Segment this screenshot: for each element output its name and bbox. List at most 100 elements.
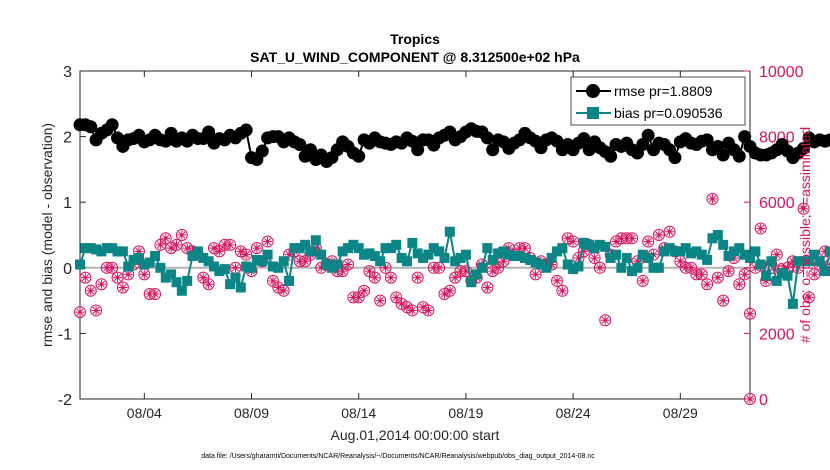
obs-assimilated-marker (504, 243, 514, 253)
rmse-point (823, 133, 830, 147)
obs-assimilated-marker (563, 233, 573, 243)
bias-point (541, 262, 552, 273)
bias-point (562, 259, 573, 270)
bias-point (600, 241, 611, 252)
chart-subtitle: SAT_U_WIND_COMPONENT @ 8.312500e+02 hPa (250, 49, 580, 65)
obs-assimilated-marker (177, 230, 187, 240)
obs-assimilated-marker (391, 292, 401, 302)
y-axis-label-right: # of obs: o=possible; *=assimilated (797, 127, 813, 343)
obs-possible-marker (224, 238, 237, 251)
obs-possible-marker (802, 291, 815, 304)
obs-possible-marker (744, 307, 756, 320)
obs-point (111, 271, 124, 284)
bias-point (289, 243, 300, 254)
obs-point (422, 304, 435, 317)
bias-point (691, 246, 702, 257)
x-tick-label: 08/29 (663, 405, 698, 421)
right-tick-label: 10000 (759, 64, 804, 81)
obs-assimilated-marker (665, 227, 675, 237)
bias-point (348, 239, 359, 250)
bias-point (787, 298, 798, 309)
bias-point (718, 239, 729, 250)
obs-point (744, 307, 756, 320)
obs-point (213, 245, 226, 258)
bias-point (696, 249, 707, 260)
obs-point (695, 268, 708, 281)
obs-assimilated-marker (761, 276, 771, 286)
rmse-series (73, 118, 830, 169)
rmse-point (604, 149, 618, 163)
obs-assimilated-marker (600, 315, 610, 325)
left-tick-label: 2 (63, 130, 72, 147)
obs-point (567, 235, 580, 248)
bias-point (637, 249, 648, 260)
obs-assimilated-marker (241, 250, 251, 260)
obs-assimilated-marker (375, 296, 385, 306)
obs-assimilated-marker (439, 289, 449, 299)
obs-assimilated-marker (461, 266, 471, 276)
bias-point (101, 243, 112, 254)
obs-possible-marker (250, 242, 263, 255)
obs-possible-marker (695, 268, 708, 281)
bias-point (820, 266, 830, 277)
bias-point (219, 264, 230, 275)
x-tick-label: 08/09 (234, 405, 269, 421)
right-tick-label: 2000 (759, 326, 795, 343)
x-tick-label: 08/24 (556, 405, 591, 421)
obs-point (808, 268, 821, 281)
rmse-point (577, 132, 591, 146)
obs-point (116, 281, 129, 294)
bias-point (632, 262, 643, 273)
obs-assimilated-marker (434, 263, 444, 273)
x-axis-tick-labels: 08/04 08/09 08/14 08/19 08/24 08/29 (127, 405, 698, 421)
bias-point (434, 246, 445, 257)
obs-point (642, 235, 655, 248)
obs-point (551, 274, 564, 287)
bias-point (573, 261, 584, 272)
obs-assimilated-marker (611, 237, 621, 247)
legend: rmse pr=1.8809 bias pr=0.090536 (570, 76, 746, 126)
legend-bias-marker (587, 107, 599, 119)
bias-point (428, 243, 439, 254)
obs-assimilated-marker (568, 237, 578, 247)
bias-point (343, 243, 353, 254)
obs-assimilated-marker (702, 279, 712, 289)
obs-point (593, 261, 606, 274)
bias-point (407, 237, 418, 248)
obs-assimilated-marker (724, 266, 734, 276)
obs-assimilated-marker (86, 286, 96, 296)
bias-point (198, 252, 209, 263)
obs-point (368, 271, 381, 284)
obs-possible-marker (797, 202, 810, 215)
bias-point (171, 277, 182, 288)
right-tick-label: 0 (759, 392, 768, 409)
obs-assimilated-marker (418, 302, 428, 312)
bias-point (182, 275, 193, 286)
obs-point (802, 291, 815, 304)
obs-assimilated-marker (338, 266, 348, 276)
bias-point (568, 264, 579, 275)
bias-point (278, 256, 289, 267)
obs-assimilated-marker (161, 233, 171, 243)
obs-assimilated-marker (413, 273, 423, 283)
bias-point (659, 246, 670, 257)
legend-bias-label: bias pr=0.090536 (614, 105, 723, 121)
obs-assimilated-marker (268, 276, 278, 286)
left-tick-label: 1 (63, 195, 72, 212)
bias-point (712, 230, 723, 240)
obs-assimilated-marker (402, 302, 412, 312)
obs-possible-marker (593, 261, 606, 274)
rmse-point (668, 151, 682, 165)
bias-point (803, 256, 814, 267)
bias-point (611, 249, 621, 260)
obs-assimilated-marker (386, 273, 396, 283)
obs-possible-marker (384, 271, 397, 284)
obs-point (138, 268, 151, 281)
bias-point (225, 279, 236, 290)
bias-point (326, 262, 337, 273)
bias-point (814, 256, 825, 267)
obs-point (175, 229, 188, 241)
obs-possible-marker (626, 232, 639, 245)
bias-point (209, 261, 219, 272)
obs-possible-marker (636, 274, 649, 287)
